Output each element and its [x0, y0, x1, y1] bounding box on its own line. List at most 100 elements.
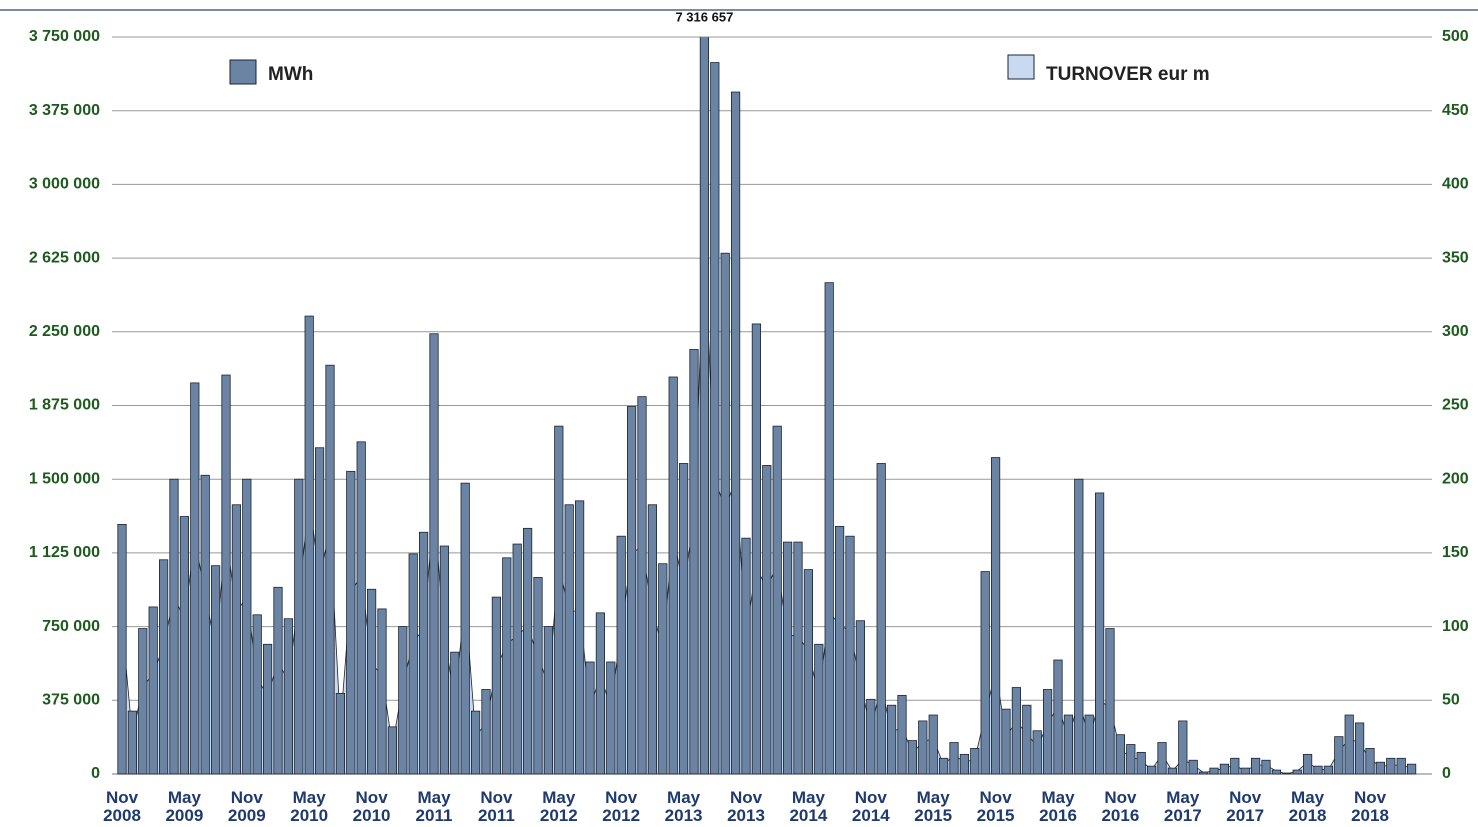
- bar: [1407, 763, 1417, 775]
- bar: [814, 643, 824, 775]
- bar: [1209, 767, 1219, 775]
- bar: [606, 661, 616, 775]
- bar: [325, 364, 335, 775]
- bar: [803, 569, 814, 775]
- bar: [346, 470, 356, 775]
- bar: [439, 545, 450, 775]
- bar: [1251, 757, 1261, 775]
- bar: [575, 500, 585, 775]
- legend-label: TURNOVER eur m: [1046, 64, 1210, 85]
- bar: [616, 535, 626, 775]
- y-tick-label: 1 125 000: [29, 544, 100, 561]
- bar: [658, 563, 668, 775]
- x-tick-label: May 2015: [914, 788, 953, 825]
- bar: [1240, 767, 1250, 775]
- bar: [242, 478, 252, 775]
- bar: [907, 740, 918, 775]
- legend-label: MWh: [268, 64, 313, 85]
- bar: [1375, 761, 1385, 775]
- bar: [699, 37, 710, 775]
- bar: [356, 441, 366, 775]
- bar: [731, 91, 741, 775]
- bar: [210, 565, 221, 775]
- bar: [1365, 748, 1375, 775]
- bar: [1188, 759, 1198, 775]
- x-tick-label: May 2009: [165, 788, 204, 825]
- y-tick-label: 1 500 000: [29, 470, 100, 487]
- bar: [1105, 628, 1115, 775]
- bar: [741, 537, 751, 775]
- bar: [1095, 492, 1105, 775]
- bar: [928, 714, 938, 775]
- bar: [533, 577, 543, 775]
- bar: [1313, 765, 1323, 775]
- x-tick-label: May 2013: [664, 788, 703, 825]
- y2-tick-label: 500: [1442, 28, 1469, 45]
- bar: [897, 694, 907, 775]
- bar: [117, 524, 127, 775]
- bar: [1230, 757, 1240, 775]
- y2-tick-label: 100: [1442, 618, 1469, 635]
- bar: [647, 504, 658, 775]
- bar: [783, 541, 793, 775]
- bar: [959, 753, 970, 775]
- y-tick-label: 1 875 000: [29, 397, 100, 414]
- bar: [523, 527, 533, 775]
- bar: [543, 626, 554, 775]
- x-tick-label: May 2010: [290, 788, 329, 825]
- bar: [262, 643, 273, 775]
- bar: [887, 704, 897, 775]
- x-tick-label: Nov 2010: [352, 788, 391, 825]
- bar: [1396, 757, 1406, 775]
- bar: [1282, 772, 1292, 775]
- x-tick-label: May 2017: [1163, 788, 1202, 825]
- bar: [283, 618, 294, 775]
- bar: [502, 557, 512, 775]
- legend-swatch: [229, 59, 257, 85]
- bar: [512, 543, 522, 775]
- y-tick-label: 2 625 000: [29, 249, 100, 266]
- bar: [980, 571, 990, 775]
- y-tick-label: 375 000: [42, 692, 100, 709]
- bar: [190, 382, 200, 775]
- bar: [1115, 734, 1125, 775]
- bar: [595, 612, 606, 775]
- bar: [1178, 720, 1188, 775]
- x-tick-label: May 2011: [415, 788, 453, 825]
- bar: [273, 586, 283, 775]
- bar: [491, 596, 502, 775]
- bar: [585, 661, 595, 775]
- bar: [1323, 765, 1333, 775]
- bar: [845, 535, 855, 775]
- y2-tick-label: 250: [1442, 397, 1469, 414]
- bar: [949, 742, 959, 775]
- bar: [1167, 767, 1177, 775]
- bar: [481, 689, 491, 775]
- bar: [158, 559, 169, 775]
- bar: [762, 465, 772, 775]
- bar: [200, 474, 210, 775]
- y-tick-label: 2 250 000: [29, 323, 100, 340]
- bar: [138, 628, 148, 775]
- bar: [221, 374, 231, 775]
- bar: [169, 478, 179, 775]
- bar: [470, 710, 481, 775]
- y-tick-label: 750 000: [42, 618, 100, 635]
- y2-tick-label: 200: [1442, 470, 1469, 487]
- bar: [1147, 765, 1157, 775]
- x-tick-label: Nov 2015: [976, 788, 1015, 825]
- bar: [1199, 771, 1209, 775]
- x-tick-label: Nov 2012: [602, 788, 641, 825]
- y2-tick-label: 450: [1442, 102, 1469, 119]
- x-tick-label: Nov 2009: [227, 788, 266, 825]
- bar: [1032, 730, 1042, 775]
- bar: [1386, 757, 1396, 775]
- bar: [231, 504, 241, 775]
- x-tick-label: May 2018: [1288, 788, 1327, 825]
- bar: [1157, 742, 1167, 775]
- bar: [637, 396, 647, 775]
- x-tick-label: Nov 2018: [1351, 788, 1389, 825]
- bar: [1011, 687, 1022, 775]
- bar: [314, 447, 325, 775]
